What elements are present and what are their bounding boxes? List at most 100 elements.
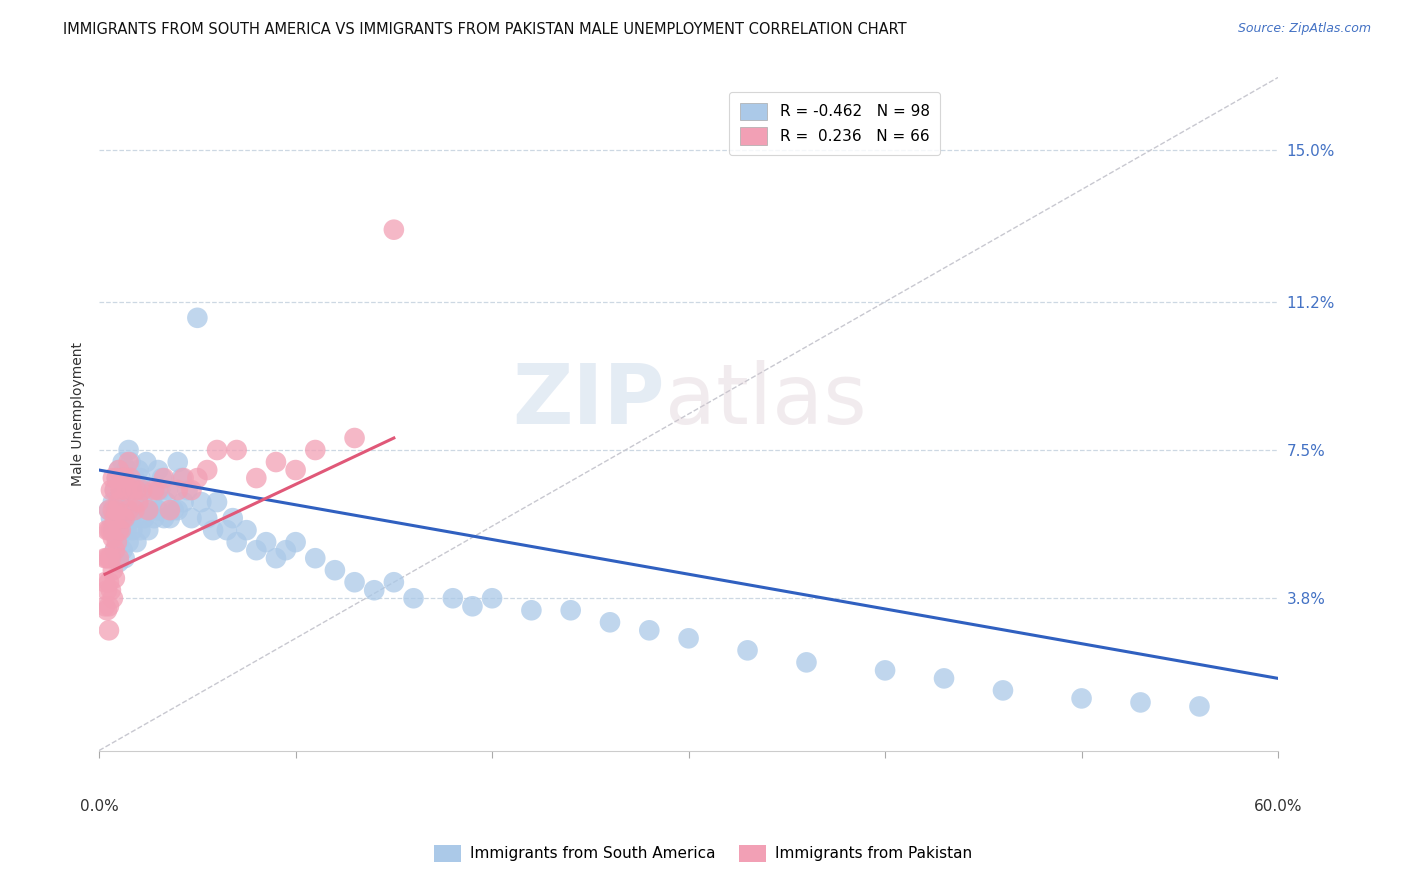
Text: atlas: atlas	[665, 360, 866, 441]
Point	[139, 503, 162, 517]
Point	[114, 483, 136, 497]
Point	[202, 523, 225, 537]
Point	[100, 583, 122, 598]
Legend: Immigrants from South America, Immigrants from Pakistan: Immigrants from South America, Immigrant…	[427, 838, 979, 868]
Point	[402, 591, 425, 606]
Point	[110, 471, 132, 485]
Point	[125, 535, 148, 549]
Point	[100, 523, 122, 537]
Point	[111, 543, 134, 558]
Point	[284, 535, 307, 549]
Point	[117, 503, 139, 517]
Point	[114, 551, 136, 566]
Point	[97, 503, 120, 517]
Text: 0.0%: 0.0%	[80, 798, 118, 814]
Text: ZIP: ZIP	[513, 360, 665, 441]
Point	[97, 551, 120, 566]
Point	[101, 563, 124, 577]
Point	[105, 471, 128, 485]
Point	[382, 575, 405, 590]
Point	[107, 495, 129, 509]
Point	[129, 471, 152, 485]
Point	[97, 599, 120, 614]
Point	[1070, 691, 1092, 706]
Point	[120, 511, 142, 525]
Point	[107, 511, 129, 525]
Point	[94, 551, 117, 566]
Point	[323, 563, 346, 577]
Point	[264, 551, 287, 566]
Point	[127, 503, 149, 517]
Point	[560, 603, 582, 617]
Point	[481, 591, 503, 606]
Point	[121, 483, 143, 497]
Point	[120, 471, 142, 485]
Point	[163, 503, 186, 517]
Point	[111, 455, 134, 469]
Point	[97, 503, 120, 517]
Point	[117, 471, 139, 485]
Point	[111, 471, 134, 485]
Point	[135, 455, 157, 469]
Point	[343, 575, 366, 590]
Point	[96, 551, 118, 566]
Point	[107, 535, 129, 549]
Point	[343, 431, 366, 445]
Point	[96, 603, 118, 617]
Point	[107, 555, 129, 569]
Point	[94, 575, 117, 590]
Point	[115, 523, 138, 537]
Point	[121, 483, 143, 497]
Point	[205, 443, 228, 458]
Point	[120, 455, 142, 469]
Point	[153, 511, 176, 525]
Point	[101, 471, 124, 485]
Point	[104, 483, 127, 497]
Point	[124, 503, 146, 517]
Point	[110, 523, 132, 537]
Point	[105, 471, 128, 485]
Point	[156, 483, 179, 497]
Point	[150, 471, 173, 485]
Point	[180, 483, 202, 497]
Point	[225, 443, 247, 458]
Point	[107, 463, 129, 477]
Point	[143, 511, 166, 525]
Point	[134, 511, 156, 525]
Point	[149, 483, 172, 497]
Point	[195, 511, 218, 525]
Point	[121, 523, 143, 537]
Point	[180, 511, 202, 525]
Point	[111, 511, 134, 525]
Point	[195, 463, 218, 477]
Point	[136, 503, 159, 517]
Point	[104, 543, 127, 558]
Point	[100, 551, 122, 566]
Point	[304, 443, 326, 458]
Point	[274, 543, 297, 558]
Point	[117, 503, 139, 517]
Point	[125, 483, 148, 497]
Point	[101, 523, 124, 537]
Point	[97, 624, 120, 638]
Point	[146, 483, 169, 497]
Y-axis label: Male Unemployment: Male Unemployment	[72, 342, 86, 486]
Point	[104, 483, 127, 497]
Point	[114, 471, 136, 485]
Text: IMMIGRANTS FROM SOUTH AMERICA VS IMMIGRANTS FROM PAKISTAN MALE UNEMPLOYMENT CORR: IMMIGRANTS FROM SOUTH AMERICA VS IMMIGRA…	[63, 22, 907, 37]
Point	[159, 503, 181, 517]
Text: 60.0%: 60.0%	[1254, 798, 1302, 814]
Point	[117, 443, 139, 458]
Point	[155, 495, 177, 509]
Point	[94, 599, 117, 614]
Point	[235, 523, 257, 537]
Point	[520, 603, 543, 617]
Point	[105, 531, 128, 545]
Legend: R = -0.462   N = 98, R =  0.236   N = 66: R = -0.462 N = 98, R = 0.236 N = 66	[730, 92, 941, 155]
Point	[127, 463, 149, 477]
Point	[254, 535, 277, 549]
Point	[932, 672, 955, 686]
Point	[129, 523, 152, 537]
Point	[136, 483, 159, 497]
Point	[110, 523, 132, 537]
